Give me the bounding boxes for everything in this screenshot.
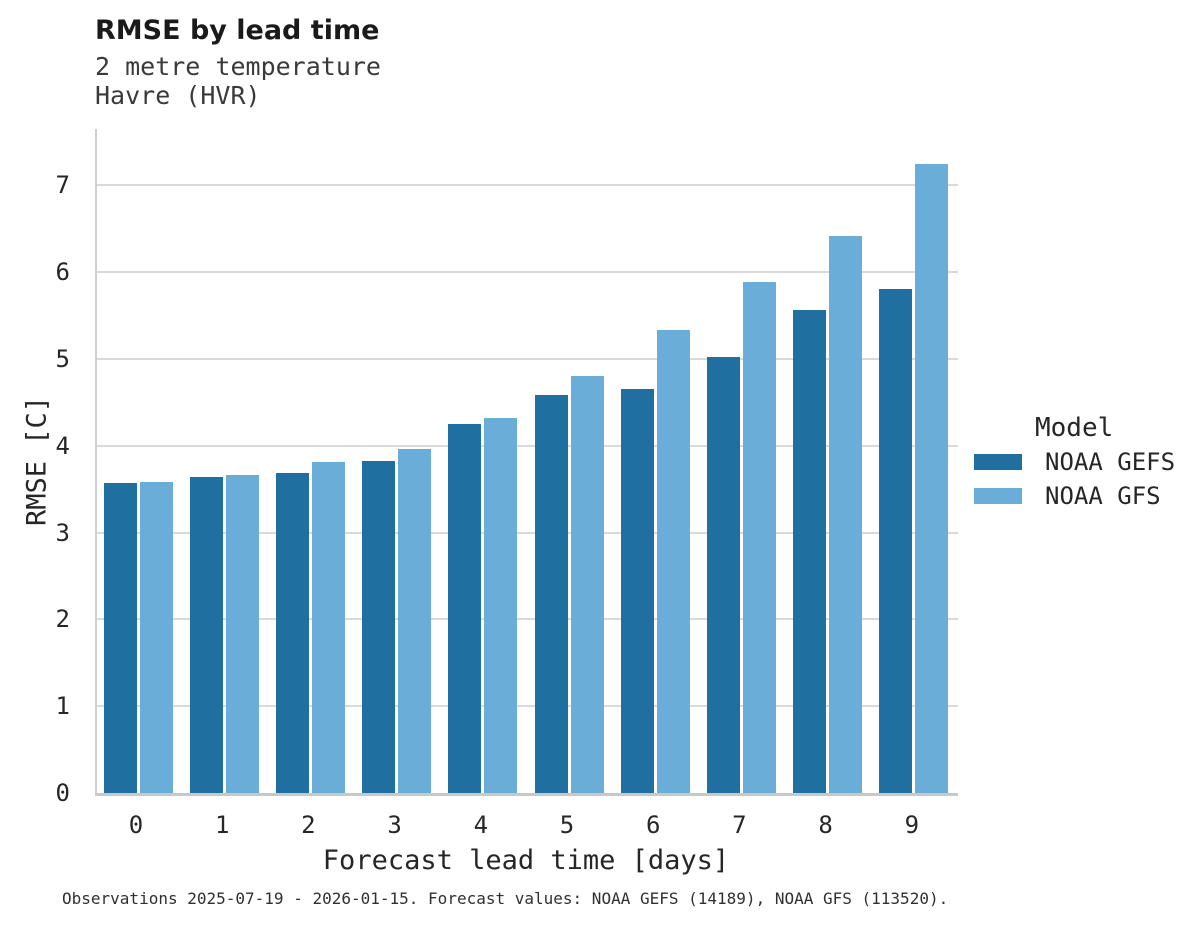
y-tick-label-2: 2 xyxy=(55,605,70,634)
chart-title: RMSE by lead time xyxy=(95,15,380,46)
bar-noaa-gefs-day-7 xyxy=(706,357,740,793)
bar-noaa-gefs-day-8 xyxy=(793,310,827,793)
bar-noaa-gfs-day-8 xyxy=(829,235,863,793)
chart-subtitle-station: Havre (HVR) xyxy=(95,81,261,110)
bar-noaa-gfs-day-1 xyxy=(225,475,259,793)
y-tick-label-3: 3 xyxy=(55,518,70,547)
bar-noaa-gfs-day-4 xyxy=(484,418,518,793)
bar-noaa-gfs-day-7 xyxy=(742,281,776,793)
legend-label-noaa-gefs: NOAA GEFS xyxy=(1045,448,1176,476)
gridline-y-3 xyxy=(97,531,958,534)
bar-noaa-gefs-day-6 xyxy=(620,388,654,793)
legend-title: Model xyxy=(1035,413,1114,443)
bar-noaa-gefs-day-3 xyxy=(362,461,396,793)
x-tick-label-3: 3 xyxy=(387,811,402,839)
x-tick-label-1: 1 xyxy=(214,811,230,839)
x-axis-title: Forecast lead time [days] xyxy=(322,845,730,876)
plot-area xyxy=(95,129,958,796)
bar-noaa-gefs-day-5 xyxy=(534,394,568,793)
legend-swatch-noaa-gefs xyxy=(974,454,1022,470)
x-tick-label-6: 6 xyxy=(645,811,661,839)
gridline-y-2 xyxy=(97,618,958,621)
gridline-y-1 xyxy=(97,705,958,708)
chart-subtitle-variable: 2 metre temperature xyxy=(95,52,381,81)
bar-noaa-gefs-day-0 xyxy=(103,483,137,793)
bar-noaa-gfs-day-3 xyxy=(398,449,432,793)
x-tick-label-9: 9 xyxy=(904,811,920,839)
x-tick-label-0: 0 xyxy=(128,811,144,839)
x-tick-label-8: 8 xyxy=(818,811,833,839)
bar-noaa-gfs-day-6 xyxy=(656,330,690,793)
x-tick-label-4: 4 xyxy=(473,811,489,839)
bar-noaa-gefs-day-4 xyxy=(448,424,482,793)
bar-noaa-gefs-day-1 xyxy=(189,477,223,793)
gridline-y-6 xyxy=(97,271,958,274)
gridline-y-5 xyxy=(97,358,958,360)
y-tick-label-5: 5 xyxy=(55,345,70,373)
footer-caption: Observations 2025-07-19 - 2026-01-15. Fo… xyxy=(62,889,949,908)
bar-noaa-gfs-day-9 xyxy=(915,163,949,793)
bar-noaa-gefs-day-9 xyxy=(879,288,913,793)
bar-noaa-gefs-day-2 xyxy=(275,472,309,793)
gridline-y-7 xyxy=(97,184,958,187)
legend-entry-noaa-gfs: NOAA GFS xyxy=(974,482,1161,510)
bar-noaa-gfs-day-5 xyxy=(570,376,604,793)
y-tick-label-0: 0 xyxy=(55,779,70,807)
x-tick-label-2: 2 xyxy=(301,811,316,839)
y-axis-title: RMSE [C] xyxy=(21,395,53,527)
bar-noaa-gfs-day-0 xyxy=(139,482,173,793)
y-tick-label-7: 7 xyxy=(55,171,70,200)
legend-label-noaa-gfs: NOAA GFS xyxy=(1045,482,1161,510)
gridline-y-4 xyxy=(97,444,958,447)
y-tick-label-6: 6 xyxy=(55,258,70,287)
legend-swatch-noaa-gfs xyxy=(974,488,1022,504)
y-tick-label-1: 1 xyxy=(55,692,70,721)
x-tick-label-7: 7 xyxy=(732,811,747,839)
y-tick-label-4: 4 xyxy=(55,431,70,460)
legend-entry-noaa-gefs: NOAA GEFS xyxy=(974,448,1175,476)
bar-noaa-gfs-day-2 xyxy=(311,462,345,793)
x-tick-label-5: 5 xyxy=(559,811,575,839)
